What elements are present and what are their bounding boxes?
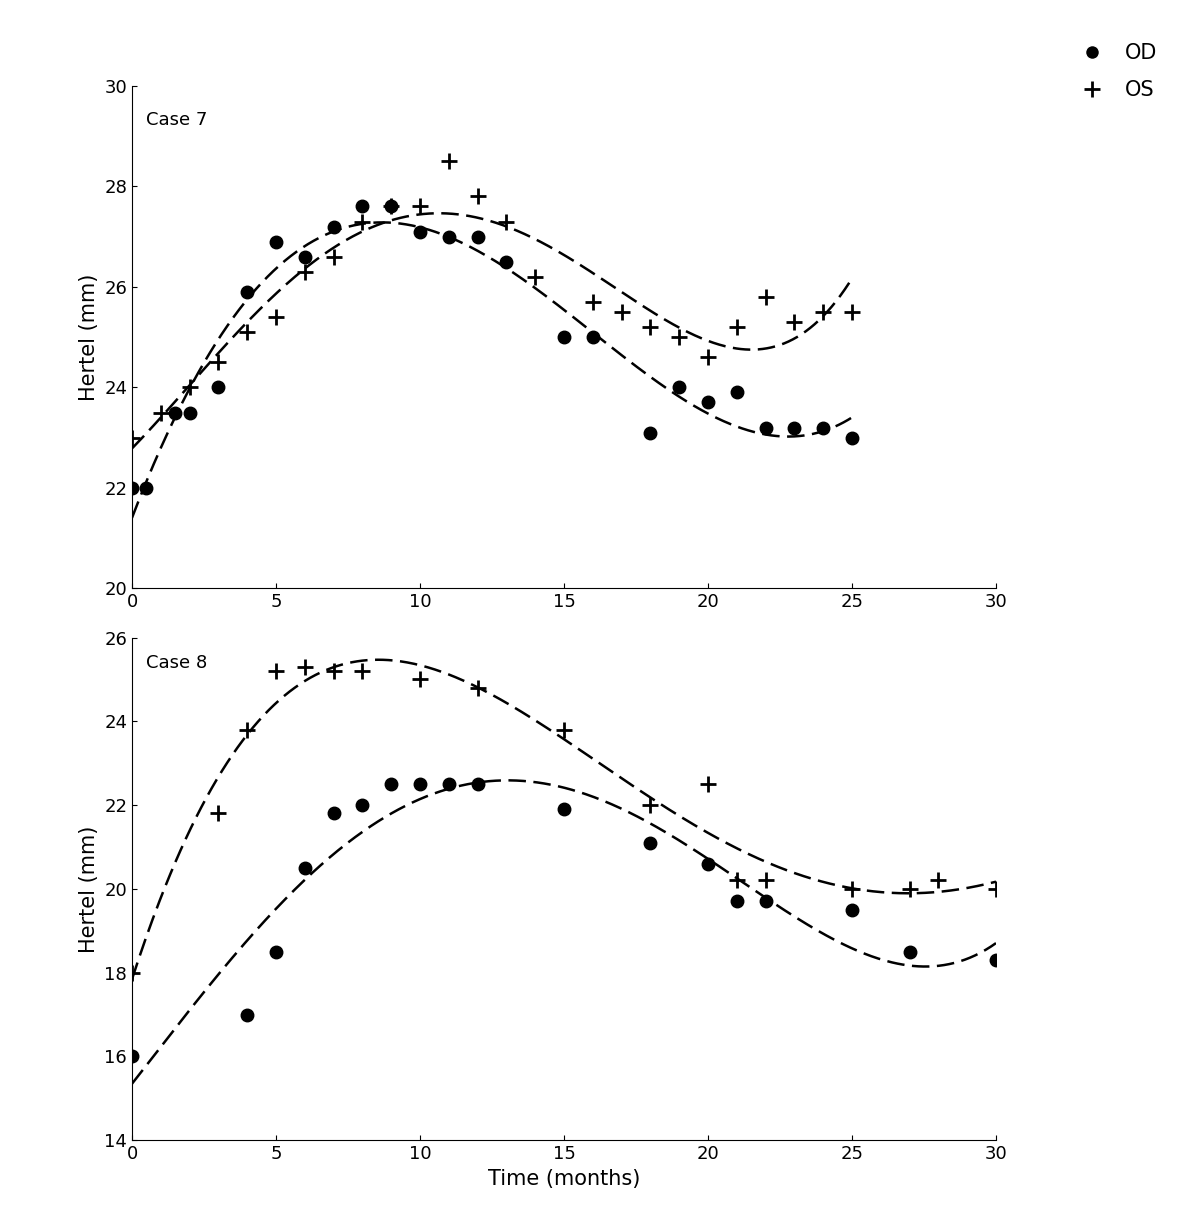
Text: Case 7: Case 7 — [146, 110, 208, 129]
Legend: OD, OS: OD, OS — [1075, 34, 1165, 108]
Y-axis label: Hertel (mm): Hertel (mm) — [78, 273, 98, 401]
Y-axis label: Hertel (mm): Hertel (mm) — [78, 825, 98, 953]
Text: Case 8: Case 8 — [146, 655, 208, 672]
X-axis label: Time (months): Time (months) — [488, 1168, 640, 1188]
